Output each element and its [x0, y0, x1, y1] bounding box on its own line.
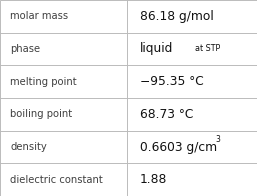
- Text: at STP: at STP: [190, 44, 221, 54]
- Text: melting point: melting point: [10, 77, 77, 87]
- Text: liquid: liquid: [140, 43, 173, 55]
- Text: density: density: [10, 142, 47, 152]
- Text: dielectric constant: dielectric constant: [10, 175, 103, 185]
- Text: 86.18 g/mol: 86.18 g/mol: [140, 10, 214, 23]
- Text: phase: phase: [10, 44, 40, 54]
- Text: 3: 3: [216, 135, 221, 144]
- Text: −95.35 °C: −95.35 °C: [140, 75, 204, 88]
- Text: 1.88: 1.88: [140, 173, 168, 186]
- Text: 0.6603 g/cm: 0.6603 g/cm: [140, 141, 217, 153]
- Text: boiling point: boiling point: [10, 109, 72, 119]
- Text: 68.73 °C: 68.73 °C: [140, 108, 194, 121]
- Text: molar mass: molar mass: [10, 11, 68, 21]
